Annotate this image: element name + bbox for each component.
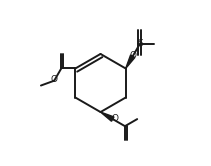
- Polygon shape: [100, 112, 114, 121]
- Text: O: O: [111, 114, 118, 123]
- Polygon shape: [126, 55, 135, 68]
- Text: O: O: [130, 51, 137, 60]
- Text: O: O: [50, 75, 57, 84]
- Text: S: S: [137, 39, 143, 48]
